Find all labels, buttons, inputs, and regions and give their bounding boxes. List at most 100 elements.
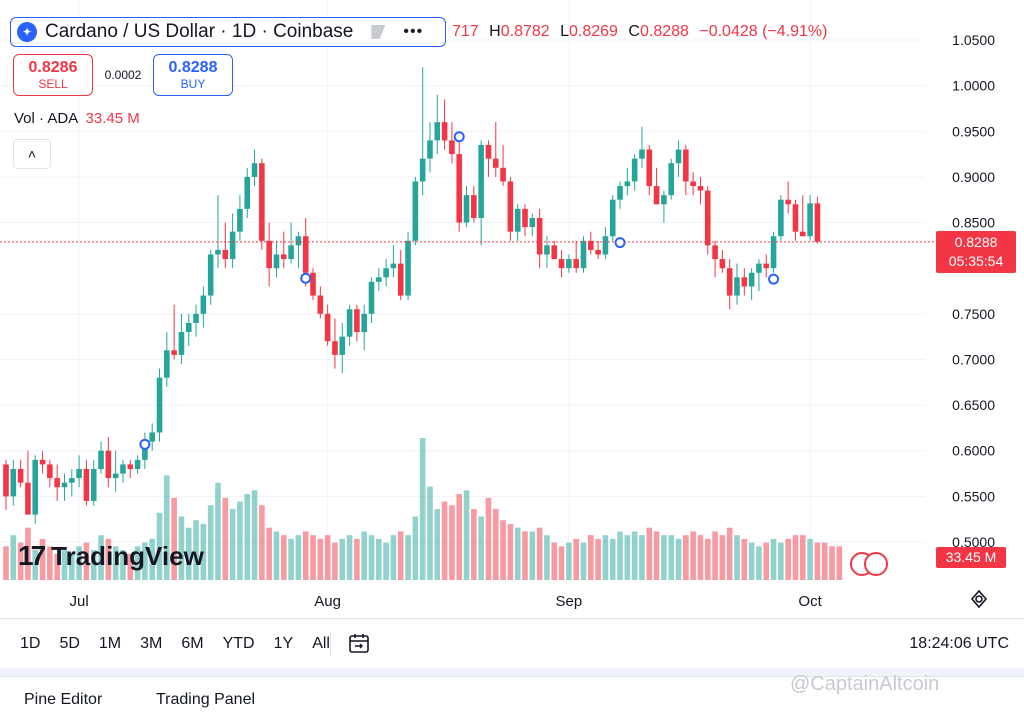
candle-body bbox=[763, 263, 770, 269]
candle-body bbox=[434, 122, 441, 141]
tradingview-logo-text: TradingView bbox=[51, 540, 204, 571]
volume-bar bbox=[646, 527, 653, 580]
y-tick-label: 0.8500 bbox=[952, 215, 995, 231]
candle-body bbox=[463, 195, 470, 223]
candle-body bbox=[368, 281, 375, 314]
y-axis-ticks: 1.0500 1.0000 0.9500 0.9000 0.8500 0.7500 0.70… bbox=[952, 32, 995, 550]
candle-body bbox=[500, 167, 506, 182]
volume-bar bbox=[193, 520, 199, 580]
volume-bar bbox=[683, 535, 689, 580]
more-options-icon[interactable]: ••• bbox=[403, 23, 424, 40]
volume-bar bbox=[580, 542, 587, 580]
volume-bar bbox=[222, 497, 229, 580]
volume-bar bbox=[339, 538, 346, 580]
candle-body bbox=[441, 122, 448, 141]
chart-settings-button[interactable] bbox=[968, 588, 990, 610]
event-markers[interactable] bbox=[139, 131, 888, 576]
candle-body bbox=[814, 203, 821, 242]
volume-bar bbox=[551, 542, 558, 580]
candle-body bbox=[39, 459, 46, 465]
volume-bar bbox=[10, 535, 17, 580]
buy-button[interactable]: 0.8288 BUY bbox=[153, 54, 233, 96]
candle-body bbox=[207, 254, 214, 296]
candle-body bbox=[631, 158, 638, 182]
candle-body bbox=[178, 332, 185, 355]
symbol-title[interactable]: Cardano / US Dollar · 1D · Coinbase bbox=[45, 21, 354, 42]
volume-bar bbox=[273, 531, 280, 580]
candle-body bbox=[683, 149, 689, 182]
volume-bar bbox=[536, 527, 543, 580]
range-5d[interactable]: 5D bbox=[59, 635, 80, 652]
ohlc-legend: 717 H0.8782 L0.8269 C0.8288 −0.0428 (−4.… bbox=[452, 23, 827, 41]
candle-body bbox=[675, 149, 682, 164]
buy-label: BUY bbox=[180, 77, 206, 91]
candle-body bbox=[376, 277, 382, 282]
volume-tag: 33.45 M bbox=[936, 547, 1006, 568]
collapse-legend-button[interactable]: ˄ bbox=[13, 139, 51, 169]
calendar-goto-icon[interactable] bbox=[347, 631, 371, 655]
volume-bar bbox=[405, 535, 411, 580]
toolbar-divider bbox=[330, 631, 331, 657]
sell-button[interactable]: 0.8286 SELL bbox=[13, 54, 93, 96]
volume-bar bbox=[741, 538, 748, 580]
symbol-header[interactable]: ✦ Cardano / US Dollar · 1D · Coinbase ••… bbox=[10, 17, 446, 47]
volume-bar bbox=[112, 546, 119, 580]
range-1m[interactable]: 1M bbox=[98, 635, 122, 652]
volume-bar bbox=[419, 438, 426, 580]
utc-clock[interactable]: 18:24:06 UTC bbox=[909, 635, 1009, 652]
volume-bar bbox=[149, 538, 155, 580]
range-6m[interactable]: 6M bbox=[181, 635, 204, 652]
volume-bar bbox=[792, 535, 799, 580]
volume-bar bbox=[734, 535, 740, 580]
panel-tabs: Pine Editor Trading Panel bbox=[0, 676, 1024, 713]
candle-body bbox=[112, 473, 119, 479]
candle-body bbox=[544, 245, 550, 255]
sell-price: 0.8286 bbox=[28, 59, 78, 76]
price-chart[interactable]: 1.0500 1.0000 0.9500 0.9000 0.8500 0.7500 0.70… bbox=[0, 0, 1024, 616]
ohlc-close: 0.8288 bbox=[639, 23, 689, 40]
watermark: @CaptainAltcoin bbox=[790, 673, 940, 695]
range-3m[interactable]: 3M bbox=[140, 635, 163, 652]
candle-body bbox=[536, 217, 543, 255]
candle-body bbox=[419, 158, 426, 182]
candle-body bbox=[259, 163, 265, 241]
candle-body bbox=[3, 464, 9, 497]
candle-body bbox=[390, 263, 397, 269]
candle-body bbox=[171, 350, 177, 355]
candle-body bbox=[617, 186, 623, 200]
range-ytd[interactable]: YTD bbox=[222, 635, 255, 652]
volume-bar bbox=[675, 538, 682, 580]
range-all[interactable]: All bbox=[312, 635, 330, 652]
tab-trading-panel[interactable]: Trading Panel bbox=[156, 691, 256, 708]
candle-body bbox=[229, 231, 236, 260]
volume-bar bbox=[712, 531, 718, 580]
candle-body bbox=[588, 240, 594, 250]
volume-bar bbox=[471, 509, 477, 580]
range-1d[interactable]: 1D bbox=[20, 635, 41, 652]
candle-body bbox=[756, 263, 762, 273]
candle-body bbox=[514, 208, 521, 232]
y-tick-label: 0.9000 bbox=[952, 169, 995, 185]
volume-bar bbox=[229, 509, 236, 580]
volume-bar bbox=[726, 527, 733, 580]
volume-bar bbox=[427, 486, 433, 580]
y-tick-label: 0.6000 bbox=[952, 443, 995, 459]
candle-body bbox=[807, 203, 813, 237]
range-1y[interactable]: 1Y bbox=[273, 635, 294, 652]
event-marker-icon bbox=[768, 273, 780, 285]
flag-icon[interactable] bbox=[371, 25, 386, 39]
candle-body bbox=[748, 272, 755, 287]
candle-body bbox=[164, 350, 170, 378]
candle-body bbox=[726, 268, 733, 296]
candle-body bbox=[492, 158, 499, 168]
volume-bar bbox=[98, 535, 104, 580]
tab-pine-editor[interactable]: Pine Editor bbox=[24, 691, 103, 708]
candle-body bbox=[10, 468, 17, 497]
tradingview-logo[interactable]: 17 TradingView bbox=[18, 540, 204, 572]
volume-bar bbox=[456, 494, 463, 580]
volume-bar bbox=[215, 482, 221, 580]
volume-bar bbox=[799, 535, 806, 580]
candle-body bbox=[778, 199, 784, 237]
x-tick-label: Aug bbox=[314, 593, 341, 610]
candle-body bbox=[193, 313, 199, 323]
